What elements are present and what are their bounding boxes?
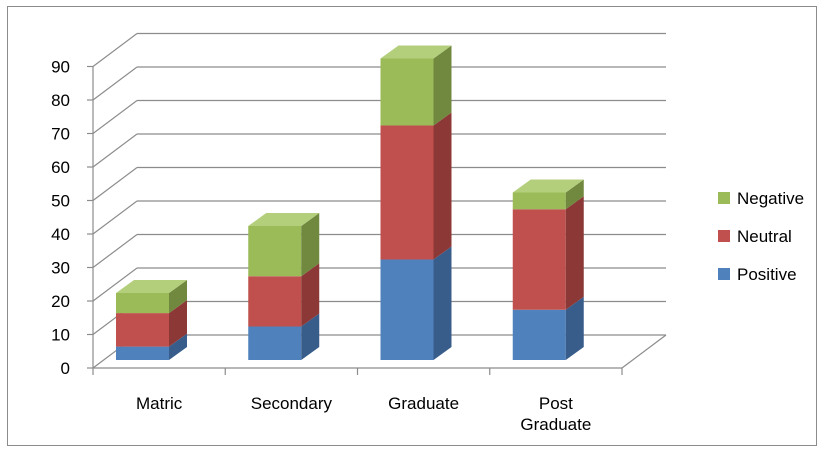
bar-front — [380, 125, 434, 260]
x-category-label: Secondary — [251, 394, 333, 413]
bar-front — [116, 293, 169, 314]
bar-front — [512, 309, 566, 360]
y-tick-label: 80 — [51, 91, 70, 110]
x-category-label: Graduate — [520, 415, 591, 434]
bar-side — [565, 296, 584, 360]
legend: Negative Neutral Positive — [718, 189, 804, 284]
bar-front — [512, 209, 566, 310]
y-tick-label: 40 — [51, 225, 70, 244]
bar-side — [433, 112, 452, 260]
bar-front — [116, 313, 169, 347]
bar-front — [248, 226, 302, 277]
bar-segment-neutral — [116, 300, 187, 347]
x-category-label: Matric — [136, 394, 183, 413]
bar-front — [380, 259, 434, 360]
bar-side — [169, 280, 187, 314]
bar-front — [380, 58, 434, 126]
y-tick-label: 70 — [51, 125, 70, 144]
bar-segment-positive — [380, 246, 452, 360]
legend-swatch — [718, 192, 730, 204]
bar-side — [169, 333, 187, 360]
bar-segment-negative — [512, 179, 584, 210]
bar-segment-negative — [248, 213, 320, 277]
bar-top — [512, 179, 584, 193]
gridline-depth — [92, 66, 138, 101]
bar-side — [301, 263, 320, 327]
legend-item-neutral: Neutral — [718, 227, 792, 246]
legend-item-negative: Negative — [718, 189, 804, 208]
gridline-depth — [92, 33, 138, 67]
bar-segment-positive — [512, 296, 584, 360]
gridline-depth — [92, 133, 138, 168]
bar-segment-neutral — [512, 196, 584, 310]
bar-segment-positive — [248, 313, 320, 360]
gridline-depth — [92, 234, 138, 268]
y-tick-label: 90 — [51, 58, 70, 77]
gridline-depth — [92, 167, 138, 201]
bar-side — [433, 246, 452, 360]
bar-front — [512, 192, 566, 210]
bar-side — [301, 313, 320, 360]
legend-label: Positive — [737, 265, 797, 284]
y-tick-label: 0 — [61, 359, 70, 378]
legend-swatch — [718, 230, 730, 242]
bar-side — [565, 196, 584, 310]
bar-side — [169, 300, 187, 347]
bar-side — [565, 179, 584, 210]
bar-segment-neutral — [248, 263, 320, 327]
legend-label: Negative — [737, 189, 804, 208]
y-tick-label: 30 — [51, 259, 70, 278]
bar-top — [380, 45, 452, 59]
legend-item-positive: Positive — [718, 265, 797, 284]
y-tick-label: 20 — [51, 292, 70, 311]
bar-top — [116, 280, 187, 293]
bar-segment-negative — [116, 280, 187, 314]
bar-front — [116, 346, 169, 360]
gridline-depth — [92, 267, 138, 302]
floor-edge — [621, 334, 667, 369]
bars — [116, 45, 584, 360]
bar-segment-positive — [116, 333, 187, 360]
gridline-depth — [92, 100, 138, 134]
bar-top — [248, 213, 320, 226]
legend-label: Neutral — [737, 227, 792, 246]
bar-side — [433, 45, 452, 126]
y-tick-label: 60 — [51, 158, 70, 177]
y-tick-label: 10 — [51, 326, 70, 345]
bar-front — [248, 276, 302, 327]
legend-swatch — [718, 268, 730, 280]
gridline-depth — [92, 200, 138, 235]
bar-segment-neutral — [380, 112, 452, 260]
x-category-label: Post — [539, 394, 573, 413]
x-category-label: Graduate — [388, 394, 459, 413]
bar-segment-negative — [380, 45, 452, 126]
bar-front — [248, 326, 302, 360]
y-tick-label: 50 — [51, 192, 70, 211]
bar-side — [301, 213, 320, 277]
